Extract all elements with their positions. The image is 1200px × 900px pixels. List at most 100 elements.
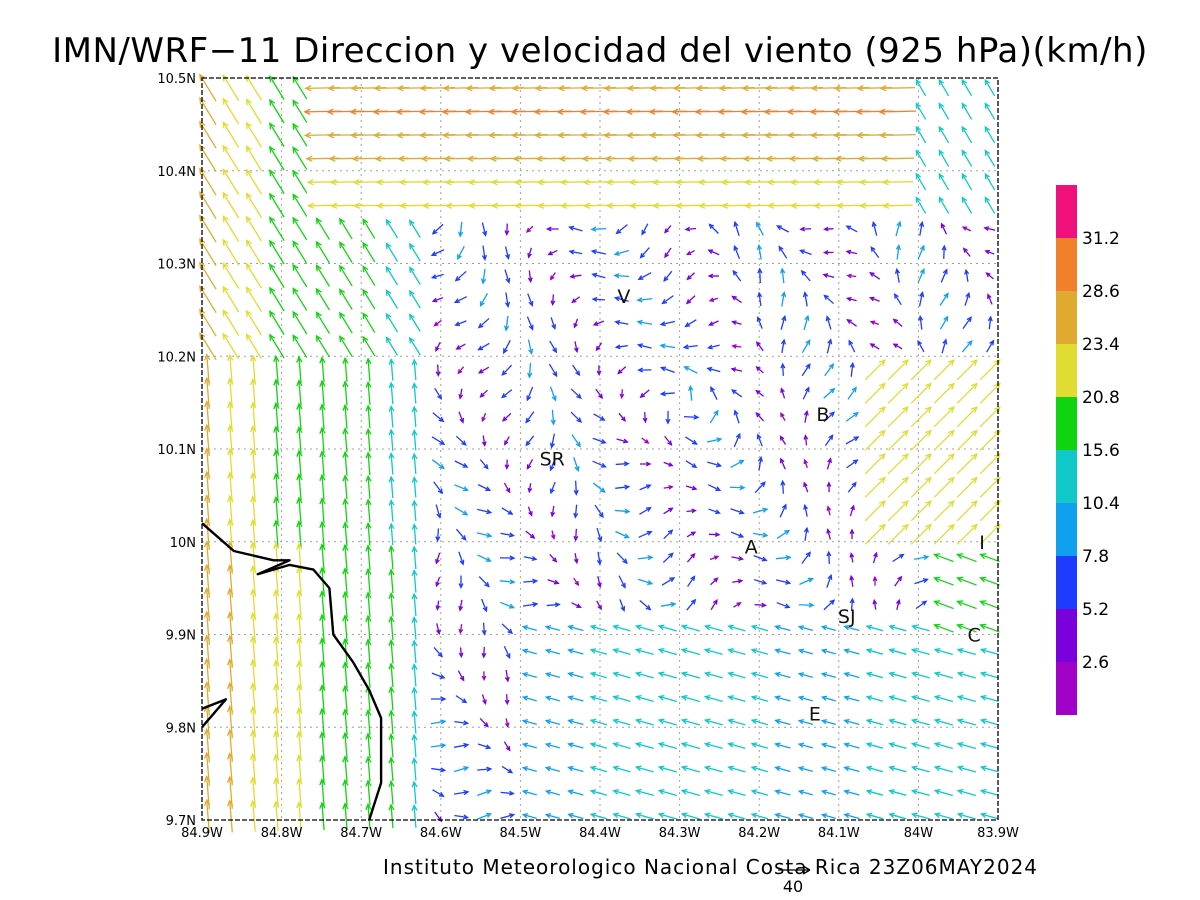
- wind-arrow: [477, 812, 493, 820]
- wind-arrow: [775, 555, 792, 561]
- wind-arrow: [527, 247, 533, 259]
- wind-arrow: [477, 508, 493, 515]
- wind-arrow: [296, 683, 303, 714]
- wind-arrow: [342, 543, 349, 571]
- wind-arrow: [273, 753, 280, 785]
- wind-arrow: [612, 718, 631, 726]
- wind-arrow: [388, 357, 395, 381]
- wind-arrow: [727, 718, 746, 726]
- wind-arrow: [956, 788, 977, 797]
- wind-arrow: [435, 342, 441, 352]
- wind-arrow: [918, 220, 925, 236]
- wind-arrow: [589, 624, 608, 632]
- wind-arrow: [731, 320, 742, 325]
- wind-arrow: [888, 624, 907, 632]
- wind-arrow: [918, 291, 925, 307]
- colorbar-label: 5.2: [1082, 600, 1109, 620]
- wind-arrow: [430, 696, 447, 702]
- wind-arrow: [435, 504, 442, 519]
- wind-arrow: [845, 411, 860, 422]
- wind-arrow: [888, 695, 907, 702]
- wind-arrow: [939, 315, 949, 330]
- wind-arrow: [342, 427, 349, 453]
- wind-arrow: [664, 435, 673, 446]
- wind-arrow: [245, 309, 262, 336]
- wind-arrow: [750, 765, 769, 773]
- wind-arrow: [550, 409, 556, 426]
- wind-arrow: [750, 718, 769, 726]
- wind-arrow: [245, 239, 262, 265]
- wind-arrow: [567, 718, 584, 726]
- wind-arrow: [480, 268, 487, 285]
- colorbar-swatch: [1056, 662, 1077, 715]
- wind-arrow: [549, 433, 556, 449]
- wind-arrow: [910, 765, 930, 773]
- wind-arrow: [801, 363, 811, 377]
- wind-arrow: [433, 319, 442, 327]
- wind-arrow: [680, 741, 700, 750]
- wind-arrow: [843, 671, 860, 679]
- wind-arrow: [730, 389, 743, 398]
- wind-arrow: [727, 789, 746, 796]
- wind-arrow: [979, 453, 1001, 475]
- wind-arrow: [227, 471, 234, 503]
- wind-arrow: [573, 504, 579, 519]
- wind-arrow: [750, 671, 769, 679]
- wind-arrow: [365, 380, 372, 405]
- wind-arrow: [634, 648, 654, 656]
- wind-arrow: [342, 403, 349, 429]
- wind-arrow: [938, 196, 950, 214]
- wind-arrow: [956, 765, 977, 773]
- wind-arrow: [273, 519, 280, 549]
- wind-arrow: [750, 624, 769, 632]
- wind-arrow: [639, 506, 652, 515]
- wind-arrow: [477, 484, 492, 492]
- wind-arrow: [544, 789, 560, 796]
- coastline-segment: [201, 698, 228, 728]
- location-label: B: [816, 404, 829, 426]
- wind-arrow: [881, 202, 913, 209]
- wind-arrow: [888, 718, 907, 726]
- wind-arrow: [686, 508, 697, 514]
- wind-arrow: [979, 500, 1001, 522]
- wind-arrow: [457, 366, 465, 375]
- wind-arrow: [296, 379, 303, 407]
- wind-arrow: [388, 522, 395, 546]
- wind-arrow: [888, 648, 907, 655]
- wind-arrow: [797, 719, 814, 726]
- wind-arrow: [888, 812, 907, 820]
- wind-arrow: [342, 521, 349, 547]
- wind-arrow: [273, 448, 280, 478]
- wind-arrow: [521, 648, 537, 655]
- wind-arrow: [589, 648, 608, 655]
- wind-arrow: [342, 778, 349, 806]
- wind-arrow: [612, 624, 631, 632]
- wind-arrow: [411, 663, 418, 687]
- wind-arrow: [755, 389, 764, 397]
- wind-arrow: [826, 338, 833, 354]
- location-label: SR: [540, 448, 565, 470]
- x-tick-label: 84.3W: [659, 826, 701, 841]
- wind-arrow: [203, 423, 211, 456]
- wind-arrow: [292, 75, 308, 100]
- wind-arrow: [933, 429, 955, 451]
- wind-arrow: [573, 577, 580, 587]
- wind-arrow: [481, 222, 488, 237]
- map-title: IMN/WRF−11 Direccion y velocidad del vie…: [52, 31, 1148, 71]
- wind-arrow: [203, 447, 211, 480]
- wind-arrow: [774, 812, 791, 820]
- wind-arrow: [895, 220, 902, 237]
- wind-arrow: [823, 226, 834, 232]
- wind-arrow: [296, 730, 303, 761]
- wind-arrow: [409, 242, 421, 262]
- wind-arrow: [685, 249, 695, 256]
- wind-arrow: [362, 312, 376, 333]
- wind-arrow: [985, 272, 994, 280]
- wind-arrow: [984, 249, 995, 255]
- wind-arrow: [845, 436, 860, 445]
- wind-arrow: [544, 813, 560, 820]
- wind-arrow: [618, 412, 627, 422]
- wind-arrow: [956, 453, 978, 475]
- wind-arrow: [222, 121, 240, 148]
- wind-arrow: [589, 671, 608, 679]
